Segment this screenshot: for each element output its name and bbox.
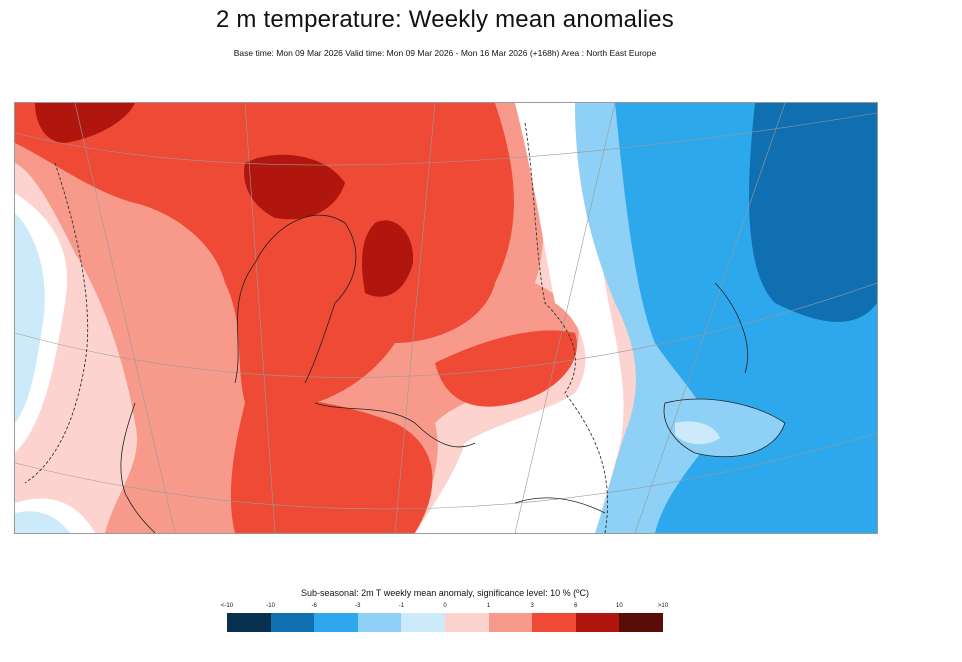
legend-label-6: 1	[486, 603, 491, 609]
legend-title: Sub-seasonal: 2m T weekly mean anomaly, …	[301, 588, 589, 598]
legend-label-7: 3	[530, 603, 534, 609]
legend-swatch-9	[619, 613, 663, 632]
legend-label-5: 0	[443, 603, 447, 609]
chart-subtitle: Base time: Mon 09 Mar 2026 Valid time: M…	[233, 48, 657, 58]
caspian-coast	[663, 398, 786, 458]
legend-label-3: -3	[355, 603, 361, 609]
ural-border	[714, 282, 749, 374]
black-sea-coast	[514, 497, 606, 514]
legend-swatch-3	[357, 613, 402, 632]
neutral-band	[415, 103, 624, 533]
atlantic-cold-1	[15, 213, 45, 423]
legend-label-2: -6	[311, 603, 317, 609]
cold-patch-caspian-light	[675, 421, 720, 445]
longitude-line-4	[514, 103, 616, 533]
legend-swatch-1	[270, 613, 315, 632]
legend-label-0: <-10	[220, 603, 234, 609]
significance-contours	[24, 122, 609, 533]
scandinavia-coast	[234, 214, 357, 384]
cold-core-northeast	[749, 103, 877, 322]
legend-color-bar	[227, 613, 663, 632]
warm-zone-2	[15, 103, 514, 422]
warm-core-scandinavia	[244, 154, 345, 220]
legend-swatch-8	[575, 613, 620, 632]
legend-swatch-2	[314, 613, 358, 632]
longitude-line-3	[394, 103, 436, 533]
anomaly-map	[14, 102, 878, 534]
baltic-coast	[314, 402, 476, 448]
coastlines	[120, 214, 786, 533]
longitude-line-1	[74, 103, 176, 533]
graticule	[15, 103, 877, 533]
legend-label-1: -10	[266, 603, 275, 609]
legend-swatch-4	[401, 613, 445, 632]
longitude-line-2	[244, 103, 276, 533]
legend-swatch-6	[488, 613, 533, 632]
legend-label-8: 6	[574, 603, 578, 609]
zero-contour-west	[24, 162, 89, 484]
legend-labels: <-10 -10 -6 -3 -1 0 1 3 6 10 >10	[221, 603, 668, 613]
uk-coast	[120, 402, 156, 533]
zero-contour-east	[524, 122, 609, 533]
latitude-line-1	[15, 112, 877, 166]
legend-swatch-0	[227, 613, 271, 632]
atlantic-cold-south	[15, 511, 70, 533]
warm-core-iceland	[35, 103, 135, 143]
longitude-line-5	[634, 103, 786, 533]
anomaly-map-canvas	[15, 103, 877, 533]
legend-label-10: >10	[657, 603, 669, 609]
chart-title: 2 m temperature: Weekly mean anomalies	[215, 6, 675, 33]
warm-zone-russia-west	[435, 330, 577, 407]
warm-zone-central-europe	[230, 399, 433, 533]
legend-swatch-7	[532, 613, 576, 632]
latitude-line-2	[15, 282, 877, 378]
latitude-line-3	[15, 432, 877, 510]
legend-label-9: 10	[616, 603, 623, 609]
warm-core-finland	[362, 220, 414, 297]
legend-swatch-5	[444, 613, 489, 632]
legend-label-4: -1	[398, 603, 405, 609]
